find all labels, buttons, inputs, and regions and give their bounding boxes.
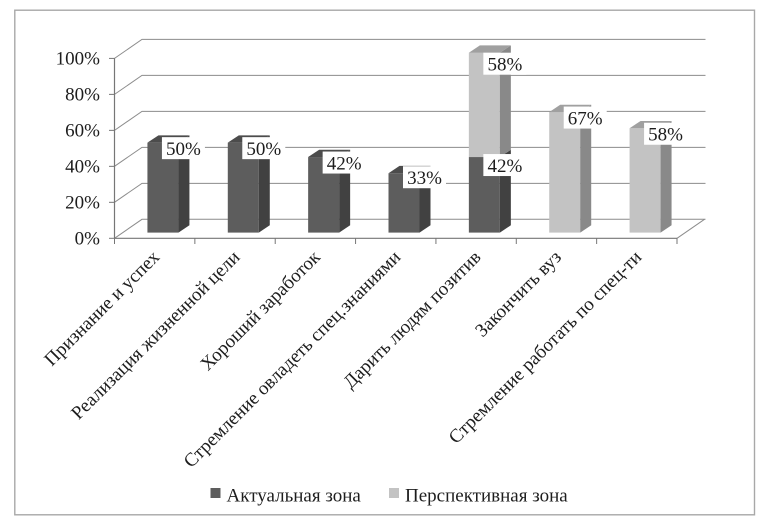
data-label-box [161,137,205,160]
floor-right-edge [676,218,705,239]
data-label: 42% [327,153,362,174]
y-tick-label: 100% [56,49,101,70]
legend-label: Актуальная зона [227,486,362,507]
bar-segment-side [660,120,672,233]
data-label-box [483,52,527,75]
y-tick-label: 0% [75,229,101,250]
bar-segment-front [629,128,661,233]
bar-top-face [468,45,511,53]
floor-back-edge [114,218,706,239]
figure-border [14,9,756,516]
data-label: 58% [648,125,683,146]
y-tick-label: 60% [65,121,100,142]
data-label-box [483,154,527,177]
gridline [114,110,706,131]
bar-segment-front [549,112,581,233]
data-label: 42% [487,156,522,177]
gridline [114,182,706,203]
data-label: 50% [246,139,281,160]
bar-segment-side [258,135,270,233]
data-label: 50% [166,139,201,160]
y-tick-label: 20% [65,193,100,214]
data-label-box [403,166,446,189]
data-label: 67% [568,108,603,129]
y-tick-label: 80% [65,85,100,106]
y-tick-label: 40% [65,157,100,178]
gridline [114,38,706,59]
legend-swatch [210,488,221,498]
data-label-box [563,106,607,129]
data-label: 58% [487,55,522,76]
category-label: Реализация жизненной цели [67,247,244,424]
legend-swatch [389,488,399,498]
bar-segment-side [178,135,190,233]
data-label-box [242,137,286,160]
gridline [114,74,706,95]
gridline [114,146,706,167]
data-label: 33% [407,168,442,189]
data-label-box [322,151,366,174]
legend-label: Перспективная зона [405,486,568,507]
bar-segment-side [580,104,592,233]
data-label-box [644,122,688,145]
category-label: Дарить людям позитив [339,247,485,393]
